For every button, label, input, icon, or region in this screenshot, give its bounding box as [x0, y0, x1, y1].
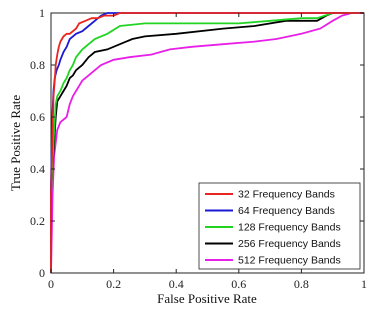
x-tick-label: 0.4 [169, 277, 184, 291]
series-line-512-bands [50, 12, 364, 274]
series-line-256-bands [50, 12, 364, 273]
x-tick-label: 0 [48, 277, 54, 291]
x-axis-label: False Positive Rate [157, 291, 257, 306]
x-tick-label: 0.8 [294, 277, 309, 291]
legend-label: 512 Frequency Bands [238, 255, 341, 267]
y-tick-label: 0 [39, 266, 45, 280]
x-tick-label: 0.2 [106, 277, 121, 291]
series-line-128-bands [50, 12, 364, 273]
y-axis-label: True Positive Rate [8, 95, 23, 192]
legend-items: 32 Frequency Bands 64 Frequency Bands 128 … [205, 189, 341, 267]
x-tick-label: 0.6 [231, 277, 246, 291]
series-line-32-bands [50, 12, 364, 273]
x-tick-label: 1 [361, 277, 367, 291]
legend: 32 Frequency Bands 64 Frequency Bands 128 … [198, 182, 361, 270]
legend-label: 32 Frequency Bands [238, 189, 335, 201]
series-layer [50, 12, 364, 274]
legend-label: 128 Frequency Bands [238, 222, 341, 234]
y-tick-label: 0.8 [30, 58, 45, 72]
legend-label: 64 Frequency Bands [238, 205, 335, 217]
tick-layer: 0 0.2 0.4 0.6 0.8 1 0 0.2 0.4 0.6 0.8 1 [30, 6, 367, 291]
y-tick-label: 0.6 [30, 110, 45, 124]
legend-label: 256 Frequency Bands [238, 238, 341, 250]
y-tick-label: 0.2 [30, 214, 45, 228]
y-tick-label: 0.4 [30, 162, 45, 176]
y-tick-label: 1 [39, 6, 45, 20]
